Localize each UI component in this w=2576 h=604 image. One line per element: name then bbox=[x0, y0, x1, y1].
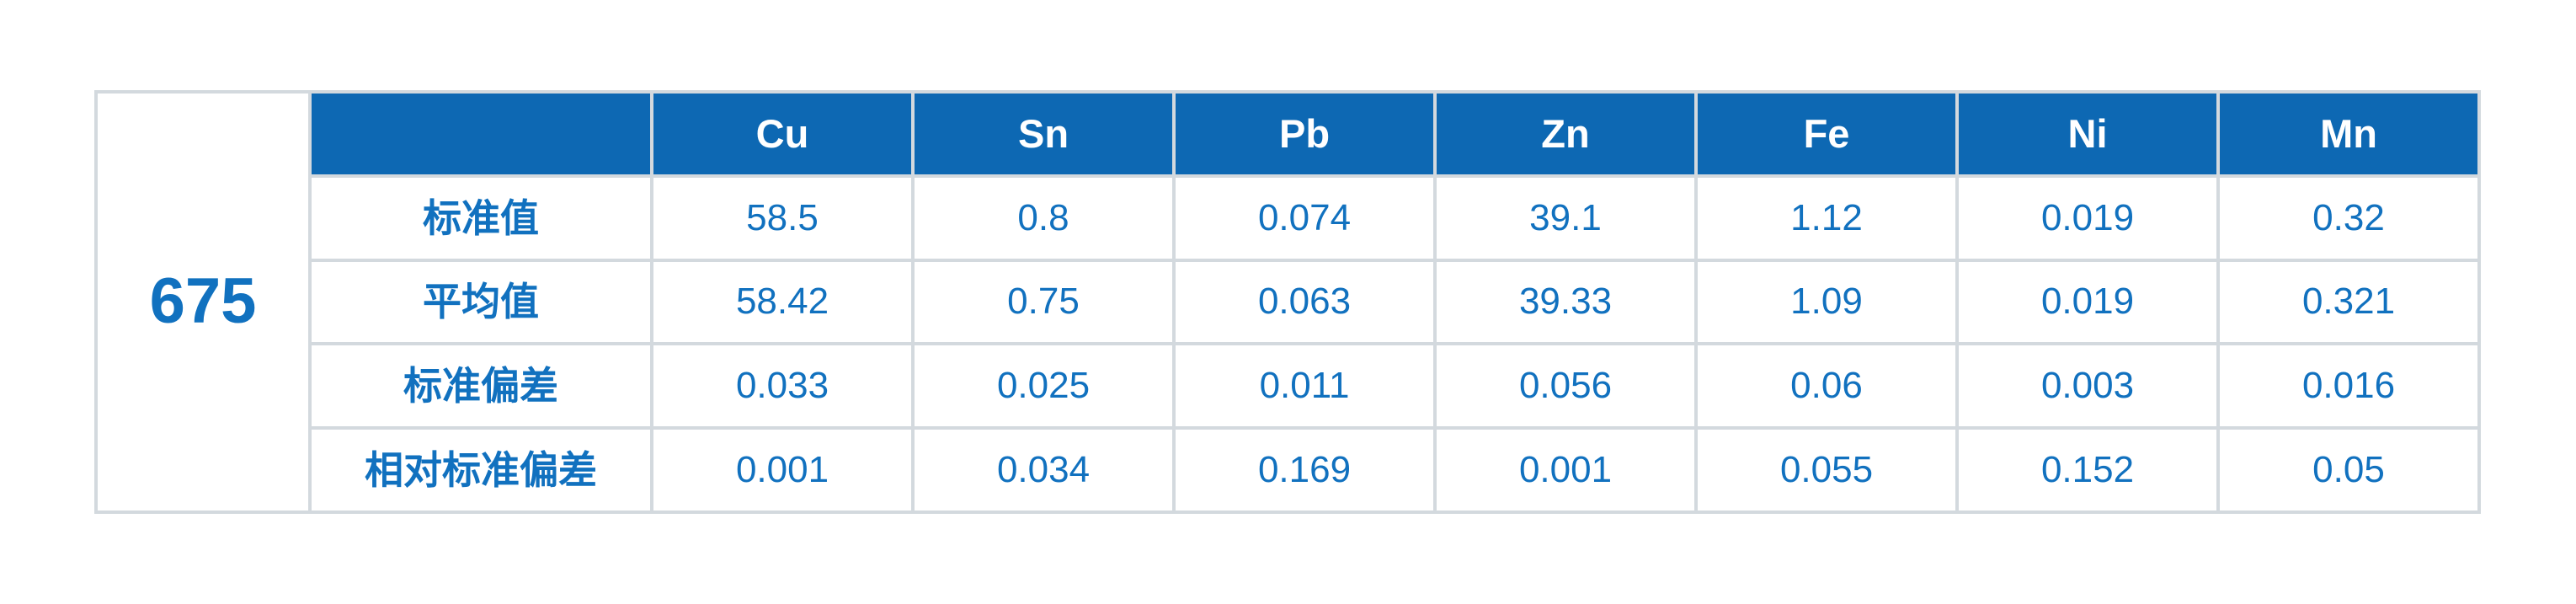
header-cell-6: Mn bbox=[2220, 94, 2477, 174]
value-cell: 0.019 bbox=[1959, 261, 2216, 343]
value-cell: 0.055 bbox=[1698, 430, 1955, 510]
value-cell: 1.12 bbox=[1698, 177, 1955, 259]
header-cell-1: Sn bbox=[915, 94, 1172, 174]
header-cell-3: Zn bbox=[1437, 94, 1694, 174]
header-cell-4: Fe bbox=[1698, 94, 1955, 174]
results-table: 675 Cu Sn Pb Zn Fe Ni Mn 标准值 58.5 0.8 0.074 39.1 1.12… bbox=[94, 90, 2481, 514]
value-cell: 0.05 bbox=[2220, 430, 2477, 510]
header-cell-2: Pb bbox=[1176, 94, 1433, 174]
value-cell: 0.025 bbox=[915, 345, 1172, 427]
value-cell: 39.1 bbox=[1437, 177, 1694, 259]
value-cell: 0.06 bbox=[1698, 345, 1955, 427]
row-label-cell: 相对标准偏差 bbox=[312, 430, 650, 510]
value-cell: 0.003 bbox=[1959, 345, 2216, 427]
value-cell: 0.75 bbox=[915, 261, 1172, 343]
value-cell: 58.42 bbox=[653, 261, 911, 343]
value-cell: 39.33 bbox=[1437, 261, 1694, 343]
value-cell: 0.32 bbox=[2220, 177, 2477, 259]
value-cell: 0.074 bbox=[1176, 177, 1433, 259]
value-cell: 1.09 bbox=[1698, 261, 1955, 343]
value-cell: 0.033 bbox=[653, 345, 911, 427]
value-cell: 0.016 bbox=[2220, 345, 2477, 427]
value-cell: 0.169 bbox=[1176, 430, 1433, 510]
value-cell: 0.011 bbox=[1176, 345, 1433, 427]
header-cell-5: Ni bbox=[1959, 94, 2216, 174]
value-cell: 58.5 bbox=[653, 177, 911, 259]
row-label-cell: 标准值 bbox=[312, 177, 650, 259]
value-cell: 0.019 bbox=[1959, 177, 2216, 259]
value-cell: 0.001 bbox=[1437, 430, 1694, 510]
row-label-cell: 标准偏差 bbox=[312, 345, 650, 427]
sample-id-cell: 675 bbox=[98, 94, 308, 510]
header-cell-0: Cu bbox=[653, 94, 911, 174]
value-cell: 0.063 bbox=[1176, 261, 1433, 343]
value-cell: 0.034 bbox=[915, 430, 1172, 510]
value-cell: 0.321 bbox=[2220, 261, 2477, 343]
row-label-cell: 平均值 bbox=[312, 261, 650, 343]
value-cell: 0.152 bbox=[1959, 430, 2216, 510]
value-cell: 0.056 bbox=[1437, 345, 1694, 427]
value-cell: 0.8 bbox=[915, 177, 1172, 259]
header-cell-empty bbox=[312, 94, 650, 174]
value-cell: 0.001 bbox=[653, 430, 911, 510]
